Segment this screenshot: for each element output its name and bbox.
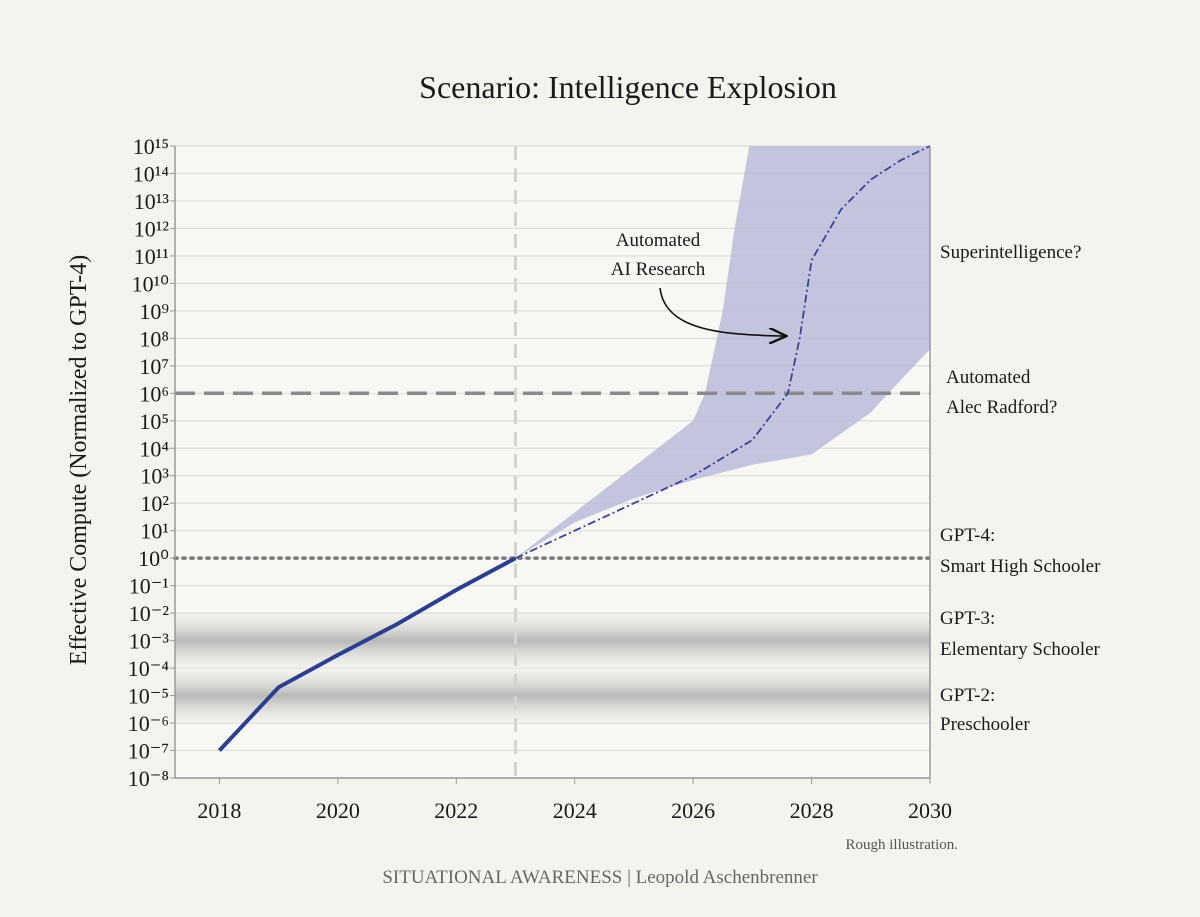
reference-label: GPT-3: (940, 608, 995, 629)
y-tick-label: 10³ (140, 464, 169, 489)
x-tick-label: 2026 (671, 798, 715, 823)
note: Rough illustration. (846, 837, 959, 853)
reference-label: Alec Radford? (946, 397, 1057, 418)
y-tick-label: 10⁹ (139, 299, 169, 324)
reference-label: GPT-4: (940, 525, 995, 546)
y-tick-label: 10⁻⁵ (128, 684, 169, 709)
x-tick-label: 2030 (908, 798, 952, 823)
y-tick-label: 10⁻² (129, 601, 170, 626)
y-tick-label: 10⁻¹ (129, 574, 169, 599)
series-line (217, 556, 517, 752)
reference-label: GPT-2: (940, 685, 995, 706)
x-tick-label: 2024 (553, 798, 597, 823)
x-tick-label: 2028 (790, 798, 834, 823)
reference-shade (175, 614, 930, 667)
y-tick-label: 10⁶ (139, 381, 169, 406)
annotation: Superintelligence? (940, 242, 1081, 263)
series-line (515, 145, 931, 560)
reference-label: Elementary Schooler (940, 639, 1101, 660)
y-tick-label: 10¹ (140, 519, 169, 544)
y-tick-label: 10⁻⁷ (128, 739, 169, 764)
y-tick-label: 10¹² (134, 216, 170, 241)
annotation-arrow (659, 287, 785, 336)
y-axis-label: Effective Compute (Normalized to GPT-4) (66, 255, 92, 666)
annotation: Automated (616, 230, 701, 251)
uncertainty-band (515, 146, 930, 559)
reference-label: Automated (946, 367, 1031, 388)
y-tick-label: 10⁻⁶ (128, 711, 169, 736)
reference-label: Preschooler (940, 714, 1030, 735)
x-tick-label: 2020 (316, 798, 360, 823)
y-tick-label: 10⁴ (139, 436, 169, 461)
y-tick-label: 10² (140, 491, 169, 516)
y-tick-label: 10⁸ (139, 326, 169, 351)
y-tick-label: 10⁻⁴ (128, 656, 170, 681)
y-tick-label: 10¹³ (134, 189, 170, 214)
y-tick-label: 10¹¹ (134, 244, 169, 269)
annotation: AI Research (611, 259, 706, 280)
x-tick-label: 2022 (434, 798, 478, 823)
y-tick-label: 10⁰ (138, 546, 169, 571)
y-tick-label: 10¹⁰ (132, 271, 170, 296)
x-tick-label: 2018 (197, 798, 241, 823)
y-tick-label: 10⁵ (139, 409, 169, 434)
y-tick-label: 10⁻³ (129, 629, 170, 654)
y-tick-label: 10⁷ (139, 354, 169, 379)
y-tick-label: 10¹⁵ (133, 134, 169, 159)
y-tick-label: 10⁻⁸ (128, 766, 169, 791)
chart-title: Scenario: Intelligence Explosion (419, 69, 837, 105)
footer: SITUATIONAL AWARENESS | Leopold Aschenbr… (382, 867, 818, 888)
reference-label: Smart High Schooler (940, 556, 1101, 577)
reference-shade (175, 669, 930, 722)
y-tick-label: 10¹⁴ (133, 161, 170, 186)
